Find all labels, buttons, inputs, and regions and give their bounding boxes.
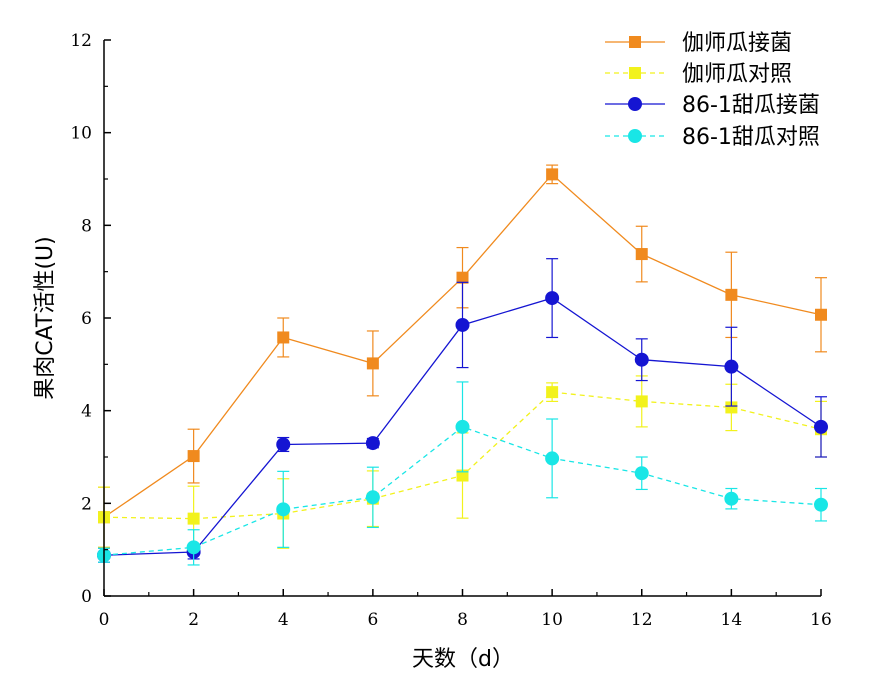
x-tick-label: 4	[278, 610, 289, 630]
data-point	[365, 436, 380, 451]
data-point	[545, 291, 560, 306]
legend-marker	[629, 67, 641, 79]
data-point	[814, 497, 828, 512]
data-point	[276, 437, 291, 452]
data-point	[456, 271, 469, 284]
legend-label: 86-1甜瓜对照	[682, 125, 820, 150]
data-point	[187, 512, 200, 525]
data-point	[635, 248, 648, 261]
data-point	[455, 317, 470, 332]
data-point	[366, 357, 379, 370]
data-point	[186, 540, 201, 555]
data-point	[455, 419, 470, 434]
data-point	[724, 359, 739, 374]
x-tick-label: 16	[810, 610, 832, 630]
y-tick-label: 4	[81, 402, 92, 422]
data-point	[546, 168, 559, 181]
y-tick-label: 6	[81, 309, 92, 329]
x-tick-label: 12	[631, 610, 653, 630]
data-point	[545, 451, 560, 466]
series-3	[97, 258, 828, 563]
x-tick-label: 8	[457, 610, 468, 630]
data-point	[365, 490, 380, 505]
data-point	[634, 466, 649, 481]
legend-label: 86-1甜瓜接菌	[682, 93, 820, 118]
data-point	[725, 401, 738, 414]
data-point	[277, 331, 290, 344]
x-tick-label: 14	[721, 610, 743, 630]
data-point	[546, 386, 559, 399]
data-point	[187, 450, 200, 463]
data-point	[634, 352, 649, 367]
y-axis-title: 果肉CAT活性(U)	[33, 236, 58, 399]
x-axis-title: 天数（d）	[412, 647, 514, 672]
data-point	[815, 308, 827, 321]
y-tick-label: 2	[81, 494, 92, 514]
data-point	[724, 491, 739, 506]
y-tick-label: 8	[81, 216, 92, 236]
legend-marker	[628, 129, 642, 143]
y-tick-label: 12	[70, 31, 92, 51]
x-tick-label: 2	[188, 610, 199, 630]
data-point	[635, 395, 648, 408]
data-point	[456, 469, 469, 482]
x-tick-label: 6	[367, 610, 378, 630]
axes: 0 2 4 6 8 10 12 14 16 0 2 4 6 8 10 12	[70, 31, 831, 630]
data-point	[814, 419, 828, 434]
y-tick-label: 10	[70, 124, 92, 144]
plot-area	[97, 164, 828, 566]
legend-label: 伽师瓜对照	[682, 62, 792, 87]
x-tick-label: 0	[99, 610, 110, 630]
x-tick-label: 10	[541, 610, 563, 630]
series-4	[97, 381, 828, 566]
y-tick-label: 0	[81, 587, 92, 607]
legend-marker	[628, 97, 642, 111]
data-point	[725, 288, 738, 301]
legend-marker	[629, 36, 641, 48]
data-point	[276, 502, 291, 517]
legend-label: 伽师瓜接菌	[682, 31, 792, 56]
